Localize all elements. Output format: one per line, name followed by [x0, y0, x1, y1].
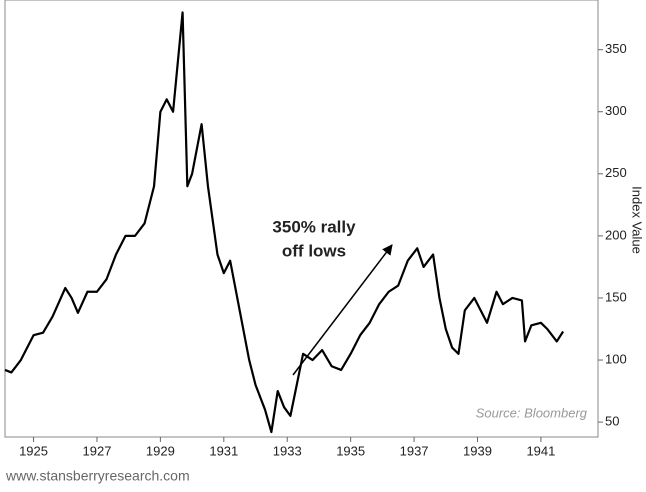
x-tick-label: 1929 — [146, 443, 175, 458]
annotation: 350% rally — [272, 217, 356, 236]
y-tick-label: 250 — [605, 165, 627, 180]
y-axis-label: Index Value — [630, 186, 645, 254]
x-tick-label: 1935 — [336, 443, 365, 458]
x-tick-label: 1937 — [400, 443, 429, 458]
y-tick-label: 200 — [605, 227, 627, 242]
line — [4, 11, 565, 434]
x-tick-label: 1927 — [83, 443, 112, 458]
annotation: off lows — [282, 241, 346, 260]
arrow — [292, 244, 393, 376]
y-tick-label: 50 — [605, 414, 619, 429]
x-tick-label: 1931 — [209, 443, 238, 458]
y-tick-label: 300 — [605, 103, 627, 118]
x-tick-label: 1925 — [19, 443, 48, 458]
x-tick-label: 1933 — [273, 443, 302, 458]
source: Source: Bloomberg — [476, 405, 588, 420]
x-tick-label: 1941 — [526, 443, 555, 458]
y-tick-label: 150 — [605, 289, 627, 304]
y-tick-label: 100 — [605, 351, 627, 366]
footer: www.stansberryresearch.com — [5, 468, 190, 484]
x-tick-label: 1939 — [463, 443, 492, 458]
y-tick-label: 350 — [605, 41, 627, 56]
